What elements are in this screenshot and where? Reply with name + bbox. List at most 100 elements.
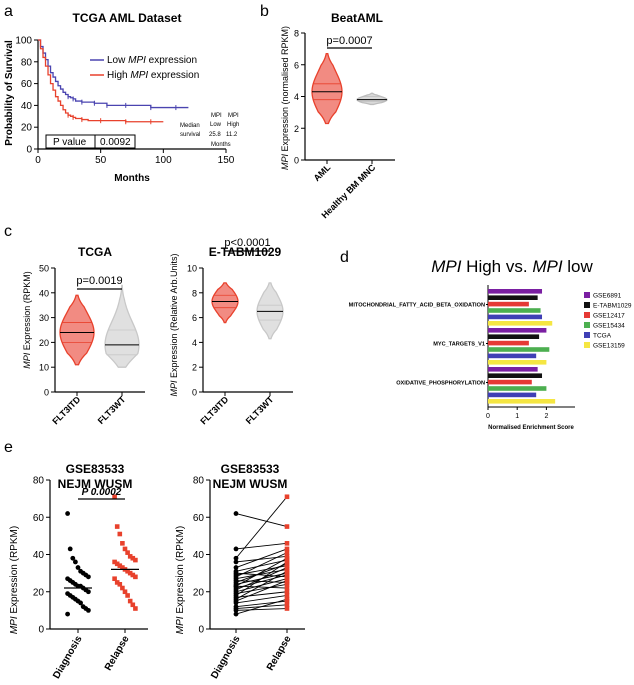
d-bar-1-0 — [488, 328, 547, 333]
b-ytick-label-4: 8 — [294, 29, 299, 39]
pvalue-label: P value — [53, 137, 87, 148]
d-bar-0-5 — [488, 321, 553, 326]
panel-e-right-title-2: NEJM WUSM — [213, 477, 288, 491]
panel-d-xlabel: Normalised Enrichment Score — [488, 425, 574, 431]
panel-b-ylabel: MPI Expression (normalised RPKM) — [280, 26, 290, 170]
e1-ytick-label-4: 80 — [33, 476, 45, 487]
e2-pair-line-5 — [235, 559, 288, 572]
d-xtick-label-1: 1 — [515, 413, 519, 420]
e2-point-relapse-25 — [284, 602, 290, 608]
panel-e-right-title-1: GSE83533 — [221, 462, 280, 476]
e2-pair-line-11 — [235, 563, 288, 583]
panel-c-tcga-ylabel: MPI Expression (RPKM) — [22, 271, 32, 369]
e1-point-relapse-15 — [127, 570, 133, 576]
panel-e-left-title-1: GSE83533 — [66, 462, 125, 476]
e2-pair-line-27 — [235, 598, 288, 615]
d-legend-label-4: TCGA — [593, 333, 612, 340]
e2-point-relapse-23 — [284, 593, 290, 598]
svg-text:survival: survival — [180, 132, 200, 138]
e1-point-diagnosis-4 — [75, 565, 81, 570]
d-bar-0-4 — [488, 314, 543, 320]
e2-point-relapse-22 — [284, 578, 290, 583]
e1-point-diagnosis-0 — [65, 511, 70, 516]
c2-xlabel-0: FLT3ITD — [198, 394, 230, 426]
e1-point-relapse-23 — [125, 593, 130, 598]
e2-point-diagnosis-2 — [233, 555, 239, 561]
e1-xlabel-1: Relapse — [103, 634, 132, 673]
e2-point-relapse-19 — [284, 559, 290, 565]
d-bar-2-5 — [488, 399, 556, 404]
d-legend-label-2: GSE12417 — [593, 313, 625, 320]
e2-point-relapse-2 — [284, 494, 290, 500]
e1-point-relapse-16 — [130, 572, 136, 578]
e1-point-relapse-7 — [130, 555, 136, 561]
a-xtick-label-2: 100 — [155, 155, 172, 166]
panel-c-etabm-ylabel: MPI Expression (Relative Arb.Units) — [169, 253, 179, 396]
e1-point-relapse-12 — [120, 565, 125, 570]
e1-ytick-label-0: 0 — [38, 625, 44, 636]
e1-point-relapse-25 — [130, 602, 136, 608]
d-bar-0-0 — [488, 289, 543, 294]
e2-pair-line-4 — [235, 548, 288, 568]
e2-point-relapse-0 — [284, 524, 290, 529]
c1-ytick-label-2: 20 — [39, 338, 49, 348]
panel-label-e: e — [4, 439, 13, 456]
panel-label-a: a — [4, 3, 13, 20]
e1-point-relapse-4 — [122, 546, 128, 552]
c1-violin-0 — [59, 294, 95, 366]
e2-point-relapse-20 — [284, 589, 290, 595]
legend-high: High MPI expression — [107, 70, 199, 81]
svg-text:Months: Months — [211, 142, 231, 148]
a-ytick-label-2: 40 — [21, 101, 33, 112]
d-category-0: MITOCHONDRIAL_FATTY_ACID_BETA_OXIDATION — [349, 303, 485, 309]
d-category-2: OXIDATIVE_PHOSPHORYLATION — [396, 381, 485, 387]
e2-point-relapse-26 — [284, 606, 290, 611]
d-legend-label-5: GSE13159 — [593, 343, 625, 350]
svg-text:High: High — [227, 122, 239, 128]
e2-point-diagnosis-26 — [233, 607, 239, 613]
e1-ytick-label-1: 20 — [33, 587, 45, 598]
d-legend-swatch-5 — [584, 342, 590, 348]
b-sig-label: p=0.0007 — [326, 35, 372, 47]
e1-ytick-label-3: 60 — [33, 513, 45, 524]
e2-pair-line-18 — [235, 583, 288, 595]
panel-c-tcga-title: TCGA — [78, 245, 112, 259]
c2-violin-1 — [256, 282, 284, 340]
e2-point-relapse-8 — [284, 550, 290, 555]
panel-e-left-title-2: NEJM WUSM — [58, 477, 133, 491]
e2-point-relapse-14 — [284, 555, 290, 561]
e2-xlabel-0: Diagnosis — [209, 634, 243, 681]
panel-e-left-ylabel: MPI Expression (RPKM) — [9, 526, 20, 634]
e1-point-diagnosis-8 — [86, 574, 91, 580]
e1-point-relapse-14 — [125, 568, 130, 574]
c2-xlabel-1: FLT3WT — [244, 394, 276, 426]
d-legend-swatch-2 — [584, 312, 590, 318]
c1-ytick-label-1: 10 — [39, 363, 49, 373]
d-bar-2-3 — [488, 386, 547, 391]
b-ytick-label-1: 2 — [294, 124, 299, 134]
d-bar-2-4 — [488, 392, 537, 398]
e1-point-relapse-3 — [120, 541, 125, 546]
e2-point-relapse-21 — [284, 568, 290, 574]
e1-point-relapse-2 — [117, 531, 123, 537]
e2-pair-line-19 — [235, 561, 288, 596]
e2-pair-line-0 — [235, 513, 288, 527]
svg-text:Low: Low — [210, 122, 222, 128]
e2-point-diagnosis-1 — [233, 546, 239, 552]
panel-c-etabm-title: E-TABM1029 — [209, 245, 282, 259]
d-bar-1-5 — [488, 360, 547, 365]
panel-a-survival: TCGA AML Dataset Probability of Survival… — [4, 11, 239, 184]
panel-a-ylabel: Probability of Survival — [4, 40, 15, 146]
e1-point-relapse-20 — [117, 582, 123, 587]
b-violin-1 — [356, 92, 388, 106]
e1-point-diagnosis-2 — [70, 555, 76, 561]
e2-point-relapse-27 — [284, 596, 290, 602]
e2-point-relapse-16 — [284, 565, 290, 570]
e1-sig-label: P 0.0002 — [82, 487, 122, 498]
e1-point-relapse-9 — [112, 559, 117, 565]
e2-pair-line-8 — [235, 552, 288, 578]
e2-point-diagnosis-4 — [233, 565, 239, 570]
d-legend-label-0: GSE6891 — [593, 293, 622, 300]
d-bar-1-1 — [488, 334, 540, 339]
